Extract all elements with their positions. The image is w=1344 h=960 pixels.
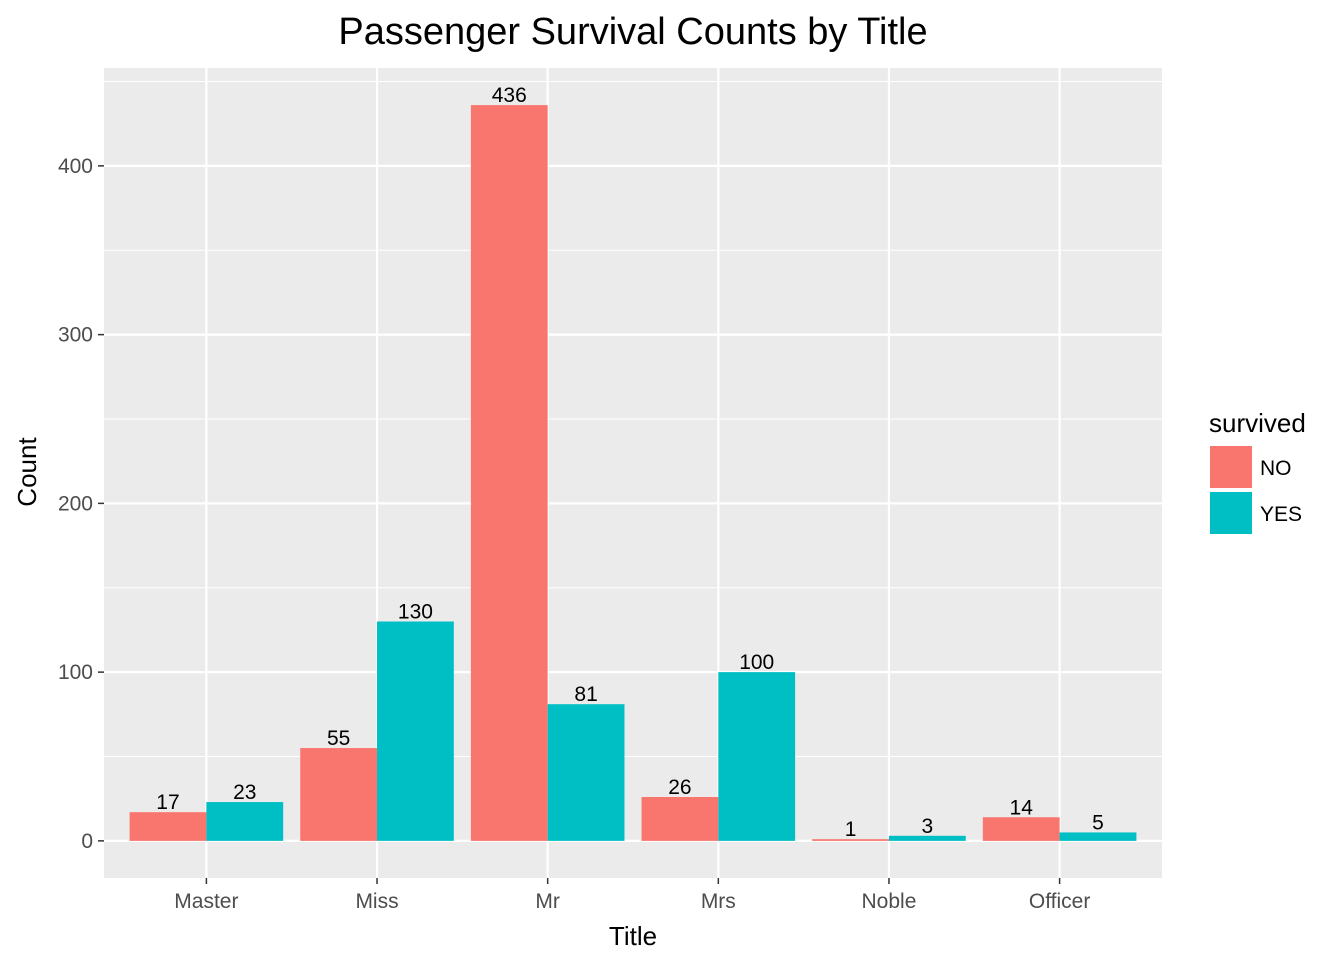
data-label-master-no: 17 bbox=[156, 791, 179, 814]
data-label-miss-no: 55 bbox=[327, 727, 350, 750]
bar-noble-yes bbox=[888, 835, 966, 841]
y-tick-label: 0 bbox=[81, 830, 93, 853]
data-label-mrs-no: 26 bbox=[668, 776, 691, 799]
data-label-group: 17 23 55 130 436 81 26 100 1 3 14 5 bbox=[156, 84, 1104, 841]
x-axis: Master Miss Mr Mrs Noble Officer bbox=[174, 878, 1090, 913]
bar-mrs-yes bbox=[718, 672, 796, 841]
major-gridlines bbox=[104, 68, 1162, 878]
data-label-mrs-yes: 100 bbox=[739, 651, 774, 674]
x-tick-label-mrs: Mrs bbox=[701, 890, 736, 913]
bar-officer-yes bbox=[1059, 832, 1137, 841]
bar-group bbox=[129, 105, 1137, 841]
bar-master-no bbox=[129, 812, 207, 841]
legend-key-yes bbox=[1210, 492, 1252, 534]
legend-label-yes: YES bbox=[1260, 503, 1302, 526]
y-tick-label: 400 bbox=[58, 155, 93, 178]
bar-mrs-no bbox=[641, 797, 719, 841]
plot-panel bbox=[104, 68, 1162, 878]
x-axis-title: Title bbox=[609, 921, 657, 951]
y-tick-label: 200 bbox=[58, 492, 93, 515]
chart-title: Passenger Survival Counts by Title bbox=[338, 11, 927, 53]
x-tick-label-noble: Noble bbox=[862, 890, 917, 913]
x-tick-label-mr: Mr bbox=[535, 890, 560, 913]
bar-miss-yes bbox=[377, 621, 454, 841]
bar-miss-no bbox=[300, 748, 378, 841]
data-label-noble-yes: 3 bbox=[922, 815, 934, 838]
bar-officer-no bbox=[982, 817, 1060, 841]
y-tick-label: 100 bbox=[58, 661, 93, 684]
legend-label-no: NO bbox=[1260, 457, 1292, 480]
legend-key-no bbox=[1210, 446, 1252, 488]
data-label-officer-no: 14 bbox=[1010, 796, 1034, 819]
data-label-mr-yes: 81 bbox=[574, 683, 597, 706]
x-tick-label-master: Master bbox=[174, 890, 238, 913]
legend-items: NO YES bbox=[1210, 446, 1302, 534]
data-label-master-yes: 23 bbox=[233, 781, 256, 804]
data-label-mr-no: 436 bbox=[492, 84, 527, 107]
data-label-noble-no: 1 bbox=[845, 818, 857, 841]
bar-master-yes bbox=[206, 802, 284, 841]
x-tick-label-officer: Officer bbox=[1029, 890, 1090, 913]
data-label-miss-yes: 130 bbox=[398, 601, 433, 624]
bar-noble-no bbox=[812, 839, 889, 841]
data-label-officer-yes: 5 bbox=[1092, 811, 1104, 834]
legend: survived NO YES bbox=[1209, 408, 1306, 534]
minor-gridlines bbox=[104, 81, 1162, 757]
x-tick-label-miss: Miss bbox=[355, 890, 398, 913]
y-tick-label: 300 bbox=[58, 324, 93, 347]
y-axis: 0 100 200 300 400 bbox=[58, 155, 104, 853]
y-axis-title: Count bbox=[12, 437, 42, 507]
bar-mr-yes bbox=[547, 704, 625, 841]
bar-mr-no bbox=[470, 105, 548, 841]
legend-title: survived bbox=[1209, 408, 1306, 438]
